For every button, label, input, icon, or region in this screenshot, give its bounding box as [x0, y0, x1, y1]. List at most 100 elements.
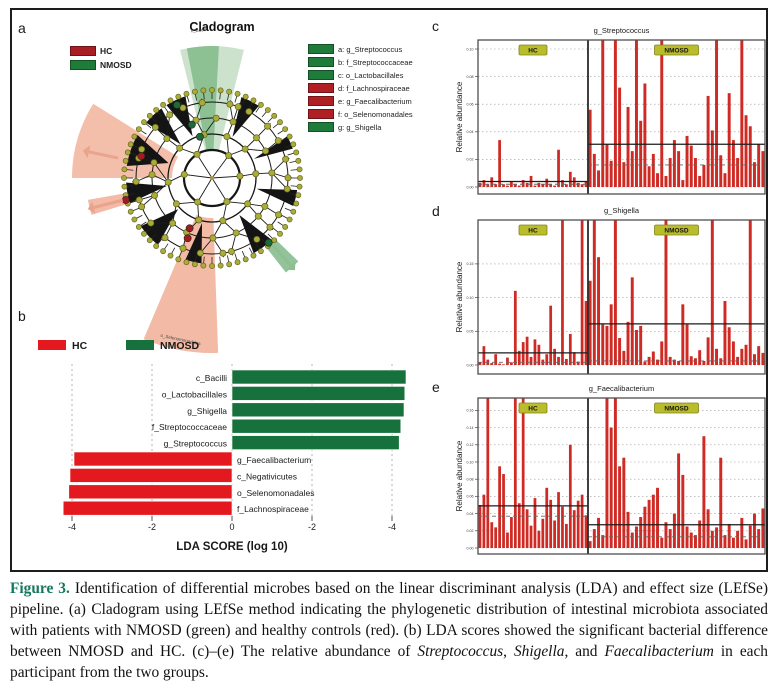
abundance-bar	[643, 83, 647, 187]
nmosd-badge-label: NMOSD	[664, 406, 689, 413]
nmosd-badge	[654, 402, 699, 414]
caption-text: ,	[503, 643, 514, 661]
lda-bar-label: g_Shigella	[187, 406, 227, 416]
lda-bars: c_Bacilli o_Lactobacillales g_Shigella f_St…	[62, 369, 407, 516]
legend-swatch	[308, 96, 334, 106]
abundance-bar	[664, 175, 668, 187]
abundance-bar	[490, 177, 494, 187]
lda-legend-label-nmosd: NMOSD	[160, 340, 200, 352]
caption-taxon-italic: Streptococcus	[417, 643, 504, 661]
abundance-bar	[482, 494, 486, 548]
cladogram-arrowhead	[286, 261, 296, 271]
hc-badge	[518, 224, 548, 236]
figure-caption: Figure 3. Identification of differential…	[10, 578, 768, 681]
abundance-bar	[740, 40, 744, 187]
abundance-bar	[731, 341, 735, 365]
abundance-bar	[630, 151, 634, 187]
abundance-bar	[744, 539, 748, 548]
nmosd-badge	[654, 44, 699, 56]
cladogram-node-e2	[183, 234, 192, 243]
hc-badge-label: HC	[528, 406, 538, 413]
abundance-bar	[549, 305, 553, 365]
lda-bar-label: c_Bacilli	[196, 373, 227, 383]
caption-taxon-italic: Shigella	[513, 643, 565, 661]
abundance-bar	[510, 517, 513, 548]
abundance-bar	[639, 517, 643, 548]
abundance-bar	[651, 494, 655, 548]
cladogram-taxa-legend-item-d: d: f_Lachnospiraceae	[308, 83, 413, 93]
abundance-bar	[668, 356, 672, 365]
abundance-ytick-label: 0.12	[467, 443, 474, 447]
abundance-bar	[557, 356, 560, 365]
abundance-bar	[609, 160, 613, 187]
lda-bar-label: g_Streptococcus	[164, 439, 227, 449]
abundance-bar	[482, 346, 486, 365]
legend-label: b: f_Streptococcaceae	[338, 57, 413, 67]
legend-swatch	[308, 57, 334, 67]
abundance-bar	[723, 300, 727, 365]
abundance-bar	[656, 173, 660, 187]
lda-bar-label: f_Streptococcaceae	[152, 422, 227, 432]
abundance-bar	[513, 398, 517, 548]
abundance-bar	[592, 529, 596, 548]
abundance-bar	[761, 508, 765, 548]
abundance-bar	[740, 348, 744, 365]
abundance-bar	[677, 151, 681, 187]
abundance-bar	[677, 360, 681, 365]
abundance-bar	[498, 363, 501, 365]
abundance-bar	[698, 350, 702, 365]
abundance-bar	[634, 329, 638, 365]
abundance-title: g_Shigella	[604, 206, 640, 215]
cladogram-taxa-legend: a: g_Streptococcus b: f_Streptococcaceae…	[308, 44, 413, 135]
abundance-bar	[672, 513, 676, 548]
abundance-bar	[719, 358, 723, 365]
abundance-bar	[510, 181, 513, 187]
abundance-bar	[502, 184, 505, 187]
abundance-bar	[723, 535, 727, 548]
abundance-bar	[660, 537, 664, 548]
abundance-bar	[752, 354, 756, 365]
abundance-ytick-label: 0.04	[467, 512, 474, 516]
abundance-bar	[668, 158, 672, 187]
abundance-bar	[613, 40, 617, 187]
abundance-bar	[744, 344, 748, 365]
abundance-ytick-label: 0.04	[467, 130, 474, 134]
abundance-bar	[727, 327, 731, 365]
abundance-bar	[521, 398, 525, 548]
abundance-bar	[605, 398, 609, 548]
abundance-bar	[597, 257, 601, 365]
abundance-bar	[689, 145, 693, 187]
abundance-bar	[478, 182, 482, 187]
abundance-bar	[664, 220, 668, 365]
cladogram-title: Cladogram	[189, 20, 255, 34]
abundance-bar	[576, 500, 580, 548]
abundance-bar	[553, 348, 556, 365]
abundance-ytick-label: 0.06	[467, 495, 474, 499]
legend-label: NMOSD	[100, 60, 132, 70]
abundance-bar	[685, 135, 689, 187]
abundance-bar	[702, 360, 706, 365]
abundance-bar	[565, 358, 568, 365]
legend-label: d: f_Lachnospiraceae	[338, 83, 410, 93]
abundance-ytick-label: 0.00	[467, 546, 474, 550]
abundance-bar	[719, 155, 723, 187]
abundance-bar	[723, 173, 727, 187]
panel-letter-b: b	[18, 308, 26, 324]
abundance-bar	[513, 184, 517, 187]
plot-border	[477, 39, 766, 195]
lda-bar-f_Lachnospiraceae	[62, 500, 233, 516]
abundance-bar	[643, 506, 647, 548]
abundance-bar	[588, 280, 592, 365]
abundance-bar	[609, 427, 613, 548]
abundance-bar	[630, 532, 634, 548]
caption-text: in each participant from the two groups.	[10, 643, 769, 681]
abundance-bar	[710, 220, 714, 365]
hc-badge	[518, 44, 548, 56]
cladogram-clade-fan	[166, 96, 193, 137]
abundance-bar	[525, 336, 529, 365]
abundance-bar	[521, 180, 525, 187]
abundance-bar	[537, 530, 541, 548]
abundance-bar	[529, 525, 533, 548]
abundance-title: g_Faecalibacterium	[589, 384, 654, 393]
abundance-bar	[681, 180, 685, 187]
